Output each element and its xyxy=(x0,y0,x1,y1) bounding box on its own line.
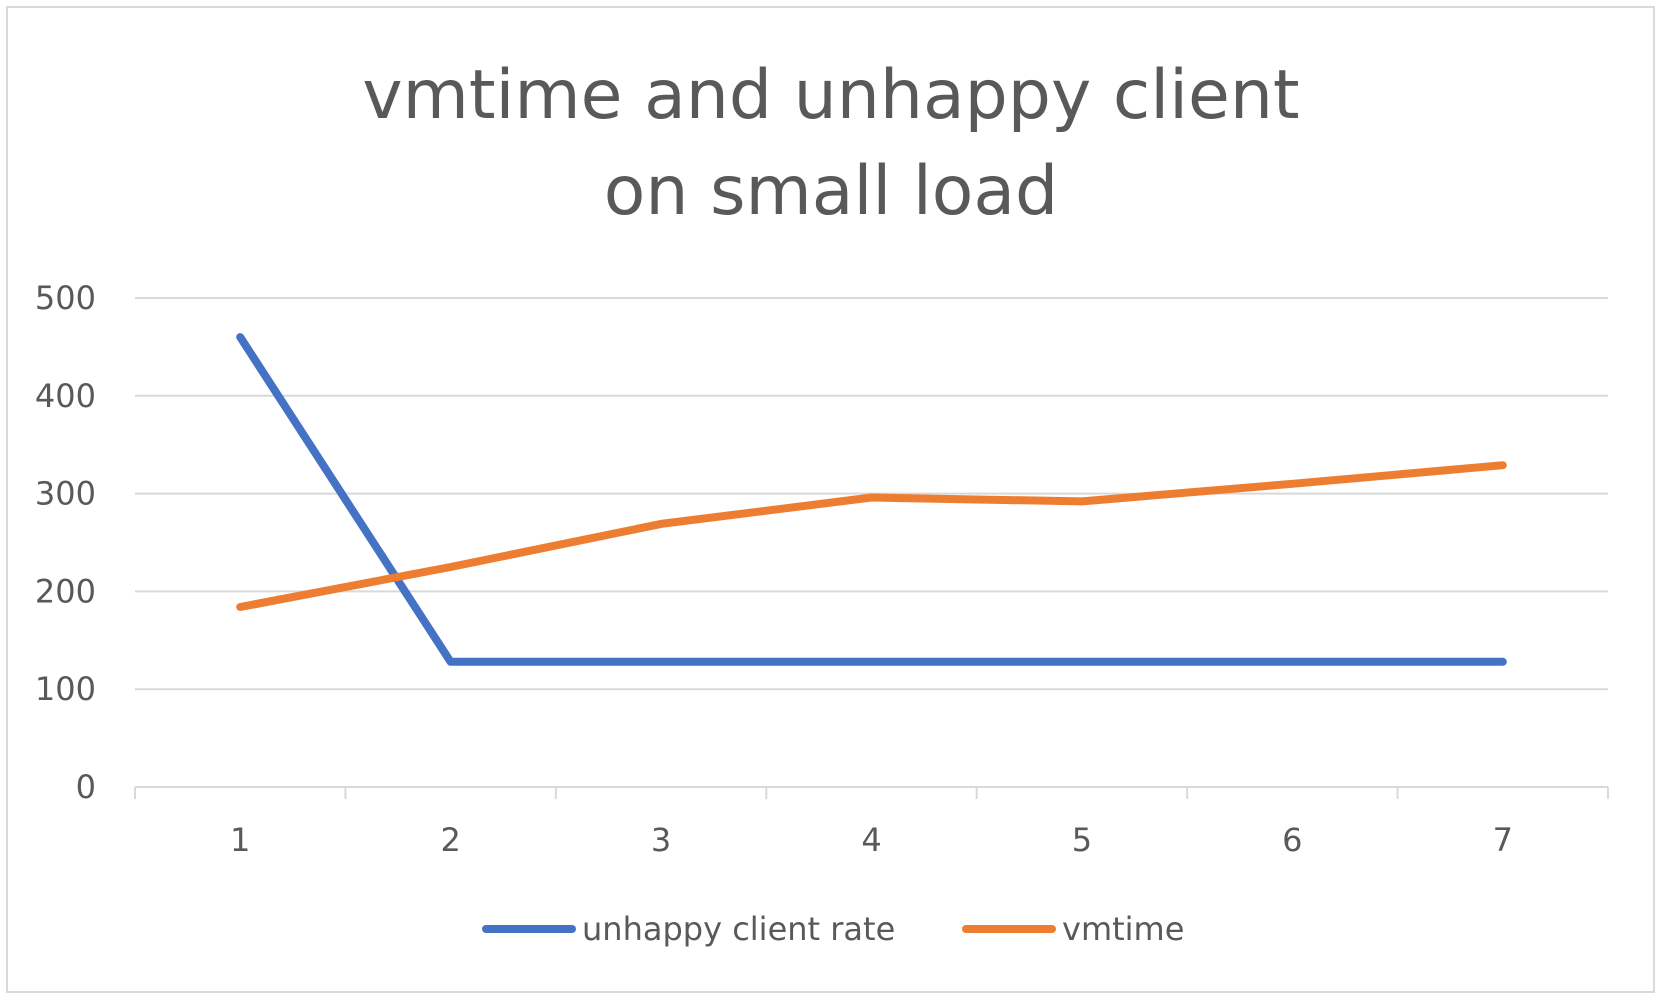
data-point-vmtime xyxy=(660,523,662,525)
data-point-vmtime xyxy=(450,566,452,568)
x-tick-label: 6 xyxy=(1282,821,1302,859)
legend-label: vmtime xyxy=(1062,910,1184,948)
chart-title-line-1: vmtime and unhappy client xyxy=(362,56,1299,135)
y-tick-label: 200 xyxy=(35,572,96,610)
y-tick-label: 0 xyxy=(76,768,96,806)
x-tick-label: 7 xyxy=(1493,821,1513,859)
legend: unhappy client rate vmtime xyxy=(482,910,1184,948)
chart-title-line-2: on small load xyxy=(604,152,1058,231)
data-point-vmtime xyxy=(1502,464,1504,466)
legend-item-unhappy-client-rate: unhappy client rate xyxy=(482,910,895,948)
data-point-vmtime xyxy=(1291,483,1293,485)
x-tick-label: 1 xyxy=(230,821,250,859)
x-tick-label: 3 xyxy=(651,821,671,859)
legend-item-vmtime: vmtime xyxy=(962,910,1184,948)
legend-label: unhappy client rate xyxy=(582,910,895,948)
series-lines xyxy=(236,333,1507,666)
data-point-unhappy-client-rate xyxy=(660,661,662,663)
data-point-unhappy-client-rate xyxy=(1502,661,1504,663)
data-point-vmtime xyxy=(871,497,872,499)
data-point-unhappy-client-rate xyxy=(450,661,452,663)
y-tick-label: 400 xyxy=(35,377,96,415)
data-point-vmtime xyxy=(239,606,241,608)
data-point-unhappy-client-rate xyxy=(1081,661,1083,663)
y-axis-tick-labels: 0 100 200 300 400 500 xyxy=(35,279,96,806)
x-axis-tick-labels: 1 2 3 4 5 6 7 xyxy=(230,821,1513,859)
x-tick-label: 5 xyxy=(1072,821,1092,859)
y-tick-label: 100 xyxy=(35,670,96,708)
series-line-vmtime xyxy=(236,461,1507,611)
data-point-vmtime xyxy=(1081,500,1083,502)
x-tick-label: 4 xyxy=(861,821,881,859)
chart-title: vmtime and unhappy client on small load xyxy=(362,56,1299,231)
data-point-unhappy-client-rate xyxy=(239,336,241,338)
y-tick-label: 500 xyxy=(35,279,96,317)
x-axis xyxy=(134,786,1609,799)
y-tick-label: 300 xyxy=(35,475,96,513)
data-point-unhappy-client-rate xyxy=(1291,661,1293,663)
data-point-unhappy-client-rate xyxy=(871,661,872,663)
x-tick-label: 2 xyxy=(440,821,460,859)
gridlines xyxy=(135,297,1608,691)
